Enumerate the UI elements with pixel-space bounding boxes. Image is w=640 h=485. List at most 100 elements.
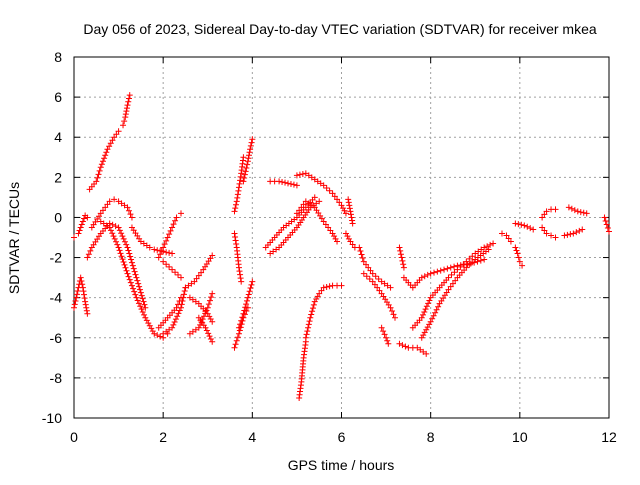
data-point	[78, 277, 85, 284]
data-point	[345, 199, 352, 206]
data-point	[530, 226, 537, 233]
data-point	[113, 238, 120, 245]
data-point	[246, 149, 253, 156]
data-point	[561, 232, 568, 239]
data-point	[166, 249, 173, 256]
data-points	[71, 92, 612, 401]
grid-lines	[74, 57, 609, 418]
data-point	[171, 319, 178, 326]
data-point	[83, 307, 90, 314]
data-point	[237, 275, 244, 282]
data-point	[308, 311, 315, 318]
series-arc-ak	[418, 246, 492, 341]
data-point	[172, 316, 179, 323]
data-point	[241, 171, 248, 178]
data-point	[209, 290, 216, 297]
data-point	[134, 297, 141, 304]
data-point	[396, 340, 403, 347]
data-point	[142, 304, 149, 311]
series-arc-s	[231, 230, 245, 285]
data-point	[349, 217, 356, 224]
data-point	[169, 250, 176, 257]
data-point	[311, 194, 318, 201]
data-point	[300, 201, 307, 208]
data-point	[392, 314, 398, 321]
data-point	[541, 211, 548, 218]
data-point	[84, 214, 91, 221]
data-point	[124, 270, 131, 277]
data-point	[521, 222, 528, 229]
data-point	[423, 303, 430, 310]
data-point	[466, 255, 473, 262]
series-arc-ab	[302, 282, 345, 341]
data-point	[296, 207, 303, 214]
data-point	[363, 261, 370, 268]
data-point	[248, 281, 255, 288]
data-point	[574, 208, 581, 215]
data-point	[399, 342, 406, 349]
data-point	[203, 327, 210, 334]
data-point	[209, 338, 216, 345]
data-point	[606, 228, 612, 235]
data-point	[233, 337, 240, 344]
series-arc-x	[267, 178, 300, 189]
x-tick-label: 10	[512, 429, 528, 445]
data-point	[325, 224, 332, 231]
data-point	[307, 314, 314, 321]
data-point	[145, 320, 152, 327]
data-point	[387, 304, 394, 311]
series-arc-as	[565, 204, 590, 217]
data-point	[204, 304, 211, 311]
data-point	[285, 180, 291, 187]
data-point	[209, 252, 216, 259]
data-point	[457, 263, 464, 270]
data-point	[418, 274, 425, 281]
data-point	[170, 321, 177, 328]
y-tick-label: -2	[50, 250, 63, 266]
data-point	[135, 280, 142, 287]
data-point	[320, 284, 327, 291]
x-tick-label: 2	[159, 429, 167, 445]
series-arc-d	[120, 92, 133, 129]
data-point	[426, 321, 433, 328]
data-point	[243, 164, 250, 171]
data-point	[111, 196, 118, 203]
data-point	[601, 214, 608, 221]
series-arc-ar	[561, 226, 586, 239]
data-point	[155, 254, 162, 261]
data-point	[82, 301, 89, 308]
series-arc-g	[84, 220, 149, 311]
data-point	[116, 227, 123, 234]
x-tick-labels: 0 2 4 6 8 10 12	[70, 429, 617, 445]
x-tick-label: 4	[248, 429, 256, 445]
data-point	[316, 198, 323, 205]
data-point	[397, 251, 404, 258]
data-point	[119, 256, 126, 263]
data-point	[124, 204, 131, 211]
data-point	[234, 194, 241, 201]
data-point	[123, 267, 130, 274]
data-point	[331, 233, 338, 240]
data-point	[567, 231, 574, 238]
data-point	[452, 277, 459, 284]
data-point	[113, 131, 120, 138]
data-point	[568, 205, 575, 212]
series-arc-q	[231, 154, 247, 215]
data-point	[77, 224, 84, 231]
data-point	[432, 309, 439, 316]
data-point	[527, 225, 534, 232]
data-point	[84, 310, 91, 317]
data-point	[148, 325, 155, 332]
series-arc-ae	[356, 244, 394, 291]
data-point	[241, 307, 248, 314]
data-point	[369, 270, 376, 277]
data-point	[387, 284, 394, 291]
data-point	[102, 152, 109, 159]
data-point	[125, 207, 132, 214]
data-point	[127, 279, 134, 286]
data-point	[359, 255, 366, 262]
data-point	[503, 232, 510, 239]
data-point	[178, 274, 184, 281]
series-arc-at	[601, 214, 612, 235]
